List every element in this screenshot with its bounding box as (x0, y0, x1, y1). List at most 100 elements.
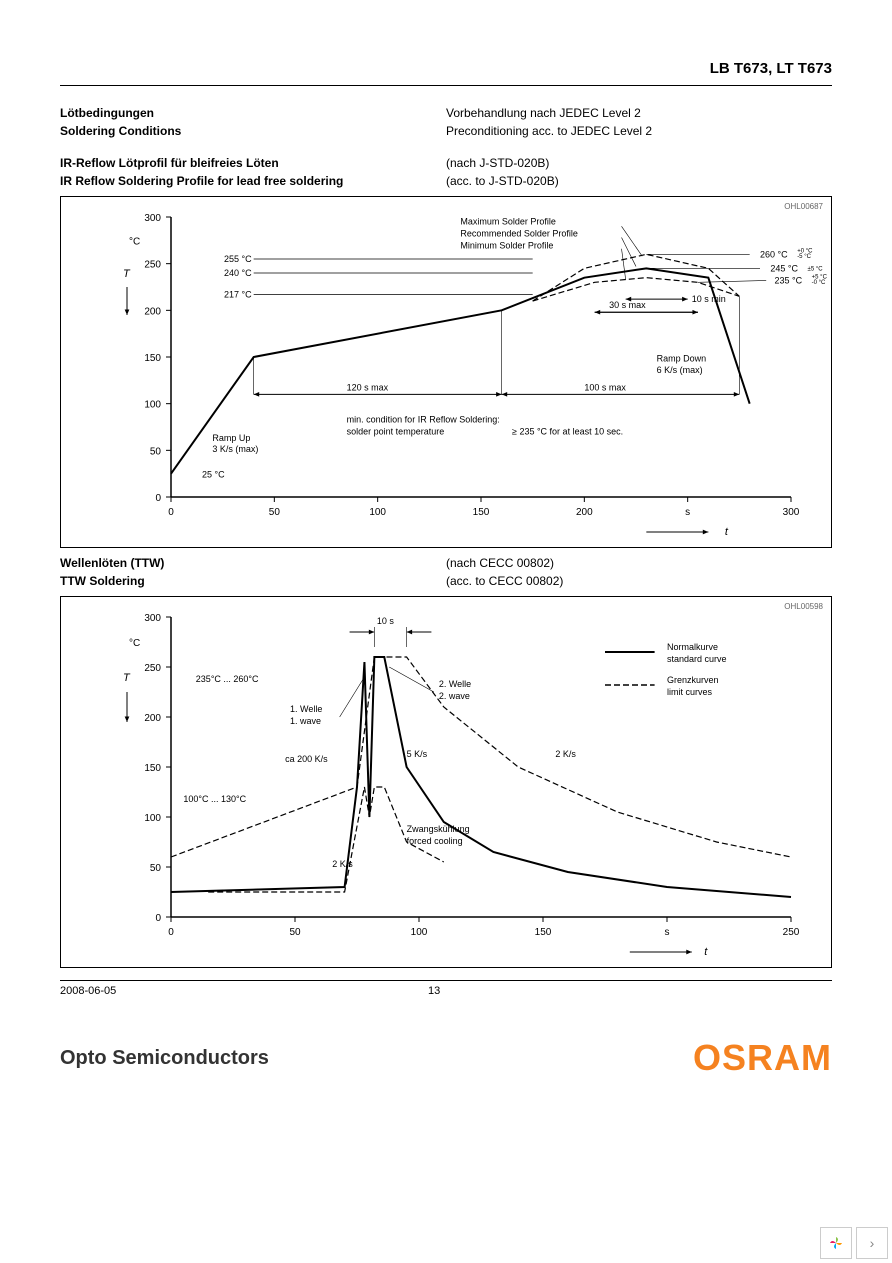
chart1-box: OHL00687050100150200250300050100150200s3… (60, 196, 832, 548)
svg-text:300: 300 (144, 613, 161, 624)
svg-text:2 K/s: 2 K/s (332, 859, 353, 869)
s1-en-heading: Soldering Conditions (60, 122, 446, 140)
svg-text:50: 50 (150, 446, 162, 457)
svg-text:250: 250 (783, 927, 800, 938)
s1b-de-heading: IR-Reflow Lötprofil für bleifreies Löten (60, 154, 446, 172)
svg-text:300: 300 (783, 507, 800, 518)
svg-text:-5 °C: -5 °C (797, 254, 811, 260)
svg-text:150: 150 (144, 353, 161, 364)
svg-text:2. wave: 2. wave (439, 691, 470, 701)
svg-text:s: s (685, 507, 690, 518)
chart2-svg: OHL00598050100150200250300050100150s250°… (61, 597, 831, 967)
svg-text:10 s min: 10 s min (692, 294, 726, 304)
page-title: LB T673, LT T673 (60, 60, 832, 77)
svg-text:OHL00598: OHL00598 (784, 602, 823, 611)
svg-text:150: 150 (535, 927, 552, 938)
s1-de-right: Vorbehandlung nach JEDEC Level 2 (446, 104, 832, 122)
svg-text:2. Welle: 2. Welle (439, 679, 471, 689)
svg-text:200: 200 (144, 713, 161, 724)
section1-row2: IR-Reflow Lötprofil für bleifreies Löten… (60, 154, 832, 190)
svg-text:≥ 235 °C for at least 10 sec.: ≥ 235 °C for at least 10 sec. (512, 426, 623, 436)
svg-text:100: 100 (144, 813, 161, 824)
footer-page: 13 (428, 985, 440, 997)
svg-text:100: 100 (369, 507, 386, 518)
svg-text:T: T (123, 672, 131, 684)
svg-text:standard curve: standard curve (667, 654, 727, 664)
svg-text:0: 0 (168, 507, 174, 518)
svg-text:Normalkurve: Normalkurve (667, 642, 718, 652)
svg-text:Zwangskühlung: Zwangskühlung (407, 824, 470, 834)
svg-text:-0 °C: -0 °C (812, 280, 826, 286)
s2-de-heading: Wellenlöten (TTW) (60, 554, 446, 572)
svg-text:235°C ... 260°C: 235°C ... 260°C (196, 674, 259, 684)
svg-text:6 K/s (max): 6 K/s (max) (657, 365, 703, 375)
svg-text:30 s max: 30 s max (609, 300, 646, 310)
s1b-de-right: (nach J-STD-020B) (446, 154, 832, 172)
svg-text:240 °C: 240 °C (224, 268, 252, 278)
svg-text:100: 100 (411, 927, 428, 938)
svg-text:10 s: 10 s (377, 616, 395, 626)
svg-text:Minimum Solder Profile: Minimum Solder Profile (460, 241, 553, 251)
svg-text:150: 150 (473, 507, 490, 518)
osram-logo: OSRAM (693, 1037, 832, 1079)
svg-text:200: 200 (144, 306, 161, 317)
svg-text:OHL00687: OHL00687 (784, 202, 823, 211)
svg-text:forced cooling: forced cooling (407, 836, 463, 846)
svg-text:°C: °C (129, 638, 140, 649)
s2-en-right: (acc. to CECC 00802) (446, 572, 832, 590)
svg-text:Recommended Solder Profile: Recommended Solder Profile (460, 229, 578, 239)
svg-text:1. wave: 1. wave (290, 716, 321, 726)
svg-text:235 °C: 235 °C (774, 275, 802, 285)
svg-text:245 °C: 245 °C (770, 263, 798, 273)
svg-text:Grenzkurven: Grenzkurven (667, 675, 719, 685)
svg-text:200: 200 (576, 507, 593, 518)
svg-text:50: 50 (269, 507, 281, 518)
svg-text:T: T (123, 268, 131, 280)
footer-meta: 2008-06-05 13 (60, 985, 832, 997)
svg-text:250: 250 (144, 663, 161, 674)
svg-text:0: 0 (155, 493, 161, 504)
svg-text:limit curves: limit curves (667, 687, 713, 697)
svg-text:100: 100 (144, 400, 161, 411)
svg-text:300: 300 (144, 213, 161, 224)
chart1-svg: OHL00687050100150200250300050100150200s3… (61, 197, 831, 547)
section2-row: Wellenlöten (TTW) TTW Soldering (nach CE… (60, 554, 832, 590)
svg-text:°C: °C (129, 236, 140, 247)
svg-text:0: 0 (168, 927, 174, 938)
nav-next-icon[interactable]: › (856, 1227, 888, 1259)
svg-text:50: 50 (289, 927, 301, 938)
svg-text:ca 200 K/s: ca 200 K/s (285, 754, 328, 764)
nav-pinwheel-icon[interactable] (820, 1227, 852, 1259)
footer-date: 2008-06-05 (60, 985, 116, 997)
svg-text:50: 50 (150, 863, 162, 874)
header-rule (60, 85, 832, 86)
chart2-box: OHL00598050100150200250300050100150s250°… (60, 596, 832, 968)
svg-text:Ramp Down: Ramp Down (657, 354, 707, 364)
nav-widget: › (820, 1227, 888, 1259)
brand-left: Opto Semiconductors (60, 1047, 269, 1070)
svg-text:t: t (704, 946, 708, 958)
s1b-en-right: (acc. to J-STD-020B) (446, 172, 832, 190)
svg-text:260 °C: 260 °C (760, 249, 788, 259)
svg-text:Ramp Up: Ramp Up (212, 433, 250, 443)
svg-text:1. Welle: 1. Welle (290, 704, 322, 714)
s1-de-heading: Lötbedingungen (60, 104, 446, 122)
svg-text:100 s max: 100 s max (584, 382, 626, 392)
footer-rule (60, 980, 832, 981)
svg-text:100°C ... 130°C: 100°C ... 130°C (183, 794, 246, 804)
svg-text:±5 °C: ±5 °C (808, 266, 824, 272)
svg-text:217 °C: 217 °C (224, 289, 252, 299)
footer-brand-row: Opto Semiconductors OSRAM (60, 1037, 832, 1079)
s2-de-right: (nach CECC 00802) (446, 554, 832, 572)
s1-en-right: Preconditioning acc. to JEDEC Level 2 (446, 122, 832, 140)
svg-text:255 °C: 255 °C (224, 254, 252, 264)
section1-row1: Lötbedingungen Soldering Conditions Vorb… (60, 104, 832, 140)
svg-text:150: 150 (144, 763, 161, 774)
s2-en-heading: TTW Soldering (60, 572, 446, 590)
svg-text:solder point temperature: solder point temperature (347, 426, 445, 436)
svg-text:3 K/s (max): 3 K/s (max) (212, 444, 258, 454)
svg-text:min. condition for IR Reflow S: min. condition for IR Reflow Soldering: (347, 414, 500, 424)
svg-text:s: s (665, 927, 670, 938)
svg-text:25 °C: 25 °C (202, 470, 225, 480)
s1b-en-heading: IR Reflow Soldering Profile for lead fre… (60, 172, 446, 190)
